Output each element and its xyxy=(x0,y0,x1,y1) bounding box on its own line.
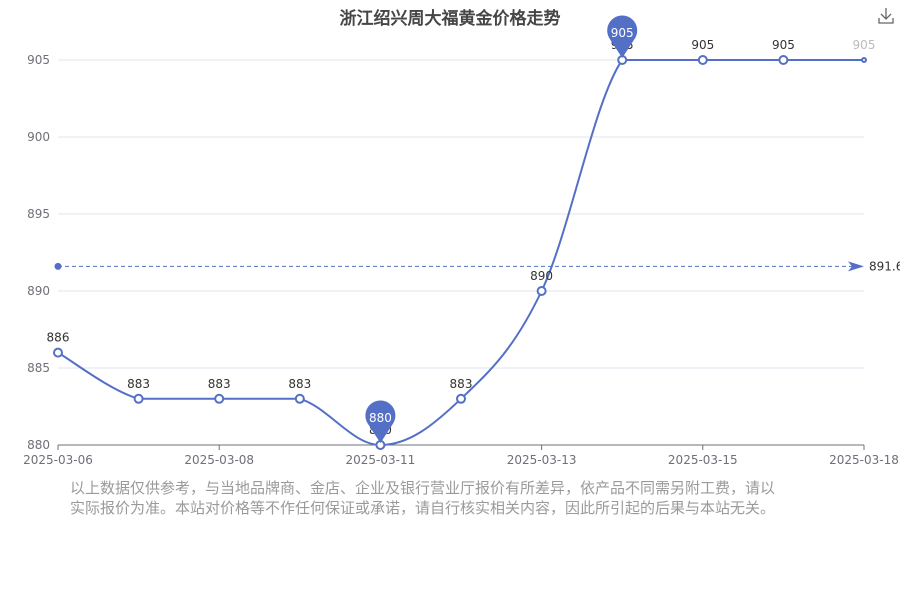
data-label: 905 xyxy=(772,38,795,52)
x-axis: 2025-03-06 2025-03-08 2025-03-11 2025-03-13… xyxy=(23,444,899,467)
avg-line-arrow xyxy=(848,261,864,272)
y-tick-label: 905 xyxy=(27,53,50,67)
download-icon[interactable] xyxy=(876,6,896,26)
data-point xyxy=(294,393,305,404)
chart-title: 浙江绍兴周大福黄金价格走势 xyxy=(339,9,561,29)
data-label: 905 xyxy=(691,38,714,52)
min-mark-pin xyxy=(365,400,396,443)
data-label: 883 xyxy=(450,377,473,391)
y-tick-label: 885 xyxy=(27,361,50,375)
mark-points: 905 880 xyxy=(365,15,638,443)
x-tick-label: 2025-03-11 xyxy=(346,453,416,467)
y-axis-ticks: 880 885 890 895 900 905 xyxy=(27,53,50,452)
x-tick-label: 2025-03-06 xyxy=(23,453,93,467)
min-mark-label: 880 xyxy=(369,411,392,425)
data-point xyxy=(53,347,63,358)
max-mark-label: 905 xyxy=(611,26,634,40)
data-point xyxy=(456,393,466,404)
x-tick-label: 2025-03-18 xyxy=(829,453,899,467)
x-tick-label: 2025-03-08 xyxy=(184,453,254,467)
x-tick-label: 2025-03-13 xyxy=(507,453,577,467)
y-tick-label: 890 xyxy=(27,284,50,298)
data-point xyxy=(133,393,144,404)
disclaimer-note: 以上数据仅供参考，与当地品牌商、金店、企业及银行营业厅报价有所差异，依产品不同需… xyxy=(70,478,850,518)
data-points xyxy=(53,55,867,450)
average-mark-line: 891.6 xyxy=(54,259,900,273)
y-tick-label: 895 xyxy=(27,207,50,221)
disclaimer-line-1: 以上数据仅供参考，与当地品牌商、金店、企业及银行营业厅报价有所差异，依产品不同需… xyxy=(70,479,776,497)
data-label: 883 xyxy=(288,377,311,391)
x-tick-label: 2025-03-15 xyxy=(668,453,738,467)
data-label: 890 xyxy=(530,269,553,283)
data-label: 883 xyxy=(208,377,231,391)
data-label: 883 xyxy=(127,377,150,391)
data-point xyxy=(536,286,547,296)
data-point xyxy=(697,55,708,65)
max-mark-pin xyxy=(607,15,638,59)
avg-line-label: 891.6 xyxy=(869,259,900,273)
data-label: 905 xyxy=(853,38,876,52)
data-labels: 886883883883880883890905905905905 xyxy=(47,38,876,437)
disclaimer-line-2: 实际报价为准。本站对价格等不作任何保证或承诺，请自行核实相关内容，因此所引起的后… xyxy=(70,499,776,517)
data-point xyxy=(778,55,789,65)
data-label: 886 xyxy=(47,331,70,345)
y-tick-label: 900 xyxy=(27,130,50,144)
data-point xyxy=(214,393,225,404)
data-point xyxy=(861,57,867,63)
grid-lines xyxy=(58,59,864,369)
y-tick-label: 880 xyxy=(27,438,50,452)
